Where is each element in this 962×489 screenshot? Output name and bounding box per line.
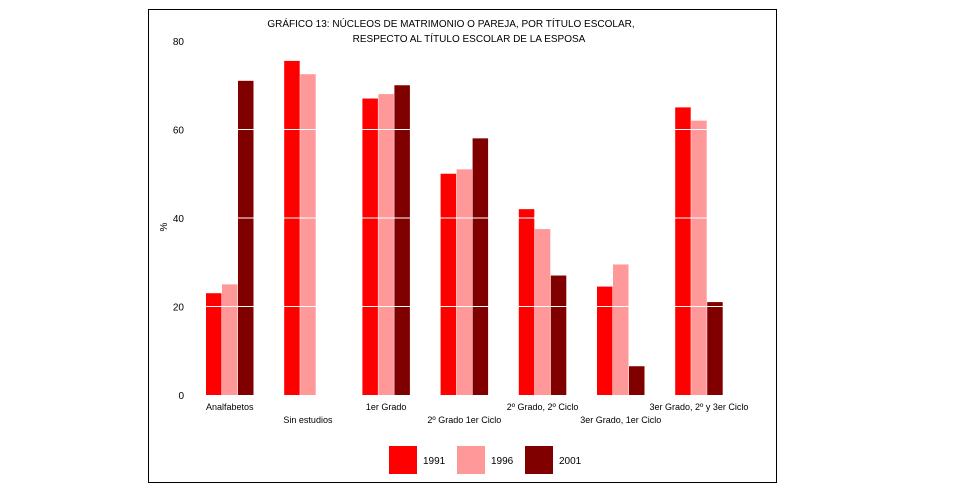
bar-2001-1 [238, 80, 254, 395]
legend-swatch-1991 [389, 446, 417, 474]
bar-1991-6 [597, 286, 613, 395]
x-category-label: 2º Grado 1er Ciclo [427, 415, 501, 425]
x-category-label: 3er Grado, 1er Ciclo [580, 415, 661, 425]
chart-svg: GRÁFICO 13: NÚCLEOS DE MATRIMONIO O PARE… [159, 17, 748, 474]
bar-1991-7 [675, 107, 691, 395]
bar-1996-4 [456, 169, 473, 395]
bar-2001-7 [707, 302, 723, 395]
bar-1991-4 [440, 173, 457, 395]
bar-2001-5 [550, 275, 567, 395]
chart-subtitle: RESPECTO AL TÍTULO ESCOLAR DE LA ESPOSA [353, 32, 586, 45]
bar-1996-2 [300, 74, 316, 395]
bar-1991-3 [362, 98, 378, 396]
bar-2001-3 [394, 85, 410, 395]
legend-label-1996: 1996 [491, 456, 514, 467]
y-tick-labels: 0 20 40 60 80 [173, 37, 185, 402]
bar-1996-5 [534, 229, 551, 395]
x-category-label: 1er Grado [366, 402, 407, 412]
x-category-label: Analfabetos [206, 402, 254, 412]
bar-2001-4 [472, 138, 489, 395]
legend-label-2001: 2001 [559, 456, 582, 467]
y-tick-label: 80 [173, 37, 185, 48]
y-tick-label: 60 [173, 126, 185, 137]
bar-1991-5 [518, 209, 535, 395]
x-category-label: Sin estudios [283, 415, 333, 425]
bar-1991-2 [284, 60, 300, 395]
legend-swatch-1996 [457, 446, 485, 474]
x-category-label: 2º Grado, 2º Ciclo [507, 402, 579, 412]
chart-title: GRÁFICO 13: NÚCLEOS DE MATRIMONIO O PARE… [267, 17, 634, 30]
legend: 1991 1996 2001 [389, 446, 582, 474]
legend-label-1991: 1991 [423, 456, 446, 467]
bar-1996-6 [613, 264, 629, 395]
bars [206, 60, 723, 396]
bar-1996-1 [222, 284, 238, 395]
bar-2001-6 [629, 366, 645, 395]
bar-1996-7 [691, 120, 707, 396]
x-category-labels: Analfabetos Sin estudios 1er Grado 2º Grado… [206, 402, 748, 425]
legend-swatch-2001 [525, 446, 553, 474]
y-tick-label: 20 [173, 303, 185, 314]
y-tick-label: 40 [173, 214, 185, 225]
y-tick-label: 0 [178, 391, 184, 402]
y-axis-label: % [159, 222, 170, 231]
bar-1996-3 [378, 94, 394, 395]
x-category-label: 3er Grado, 2º y 3er Ciclo [650, 402, 749, 412]
chart-frame: GRÁFICO 13: NÚCLEOS DE MATRIMONIO O PARE… [148, 9, 777, 483]
bar-1991-1 [206, 293, 222, 395]
